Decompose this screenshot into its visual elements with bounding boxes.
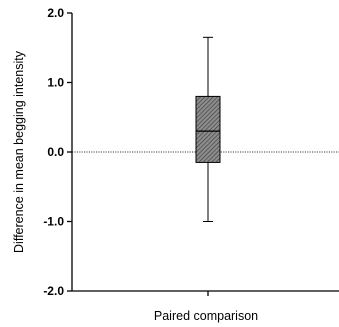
box-plot xyxy=(195,36,221,222)
y-tick-label: 2.0 xyxy=(47,6,64,20)
y-tick-label: 0.0 xyxy=(47,145,64,159)
y-tick-label: -1.0 xyxy=(43,215,64,229)
iqr-box xyxy=(195,95,221,163)
y-tick-label: 1.0 xyxy=(47,76,64,90)
y-tick-label: -2.0 xyxy=(43,284,64,298)
x-axis-label: Paired comparison xyxy=(154,309,258,323)
y-axis-label: Difference in mean begging intensity xyxy=(12,50,26,253)
y-ticks: 2.0 1.0 0.0 -1.0 -2.0 xyxy=(43,6,72,298)
